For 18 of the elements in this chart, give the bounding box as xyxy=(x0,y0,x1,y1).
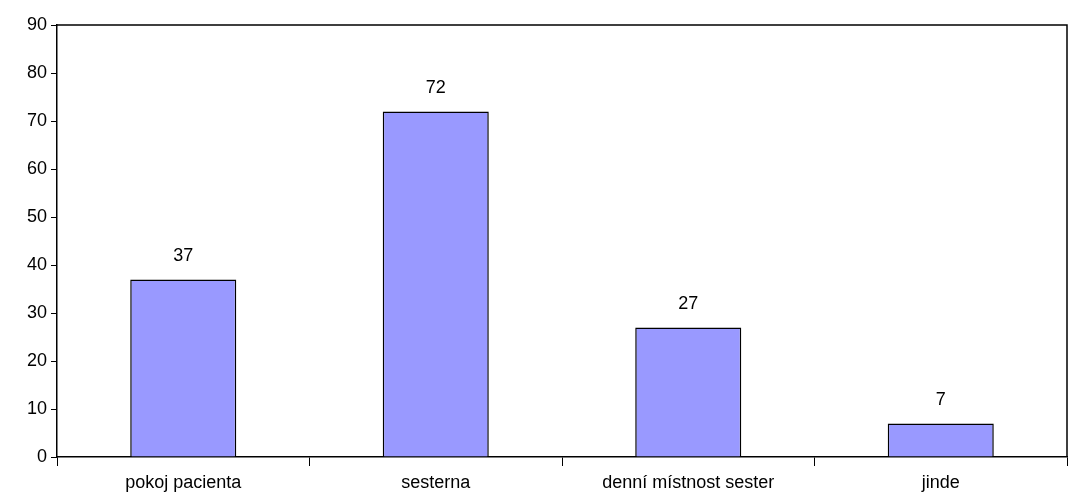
data-label: 37 xyxy=(173,245,194,266)
y-tick-label: 30 xyxy=(26,301,47,322)
data-label: 72 xyxy=(425,77,446,98)
data-label: 27 xyxy=(678,293,699,314)
x-tick-label: pokoj pacienta xyxy=(125,471,243,492)
y-tick-label: 0 xyxy=(36,445,47,466)
y-tick-label: 10 xyxy=(26,397,47,418)
x-tick-label: jinde xyxy=(920,471,960,492)
y-tick-label: 60 xyxy=(26,157,47,178)
y-tick-label: 20 xyxy=(26,349,47,370)
x-tick-label: denní místnost sester xyxy=(602,471,775,492)
y-tick-label: 90 xyxy=(26,13,47,34)
data-label: 7 xyxy=(935,389,946,410)
y-tick-label: 70 xyxy=(26,109,47,130)
y-tick-label: 80 xyxy=(26,61,47,82)
y-tick-label: 50 xyxy=(26,205,47,226)
x-tick-label: sesterna xyxy=(401,471,472,492)
y-tick-label: 40 xyxy=(26,253,47,274)
